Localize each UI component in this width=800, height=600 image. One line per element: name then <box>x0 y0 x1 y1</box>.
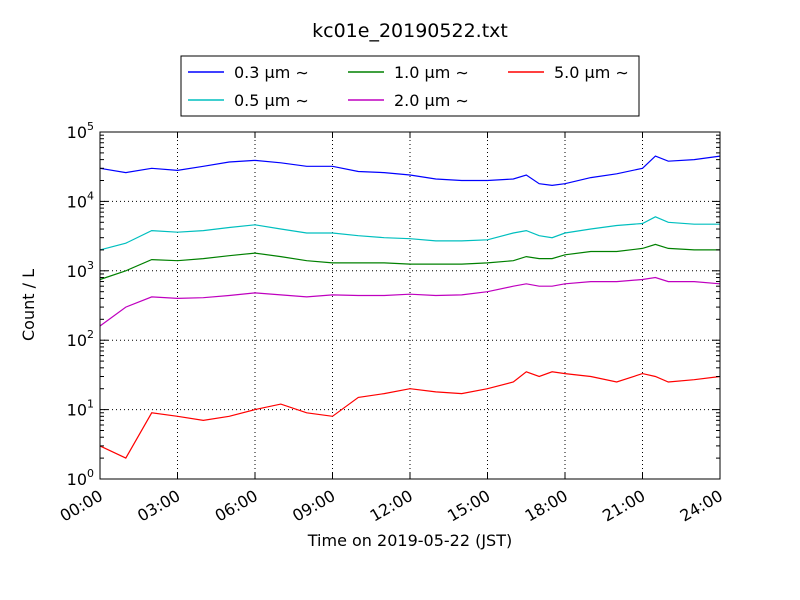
y-tick-label: 103 <box>67 259 94 281</box>
series-line-3 <box>99 276 721 327</box>
y-tick-label: 105 <box>67 120 94 142</box>
x-axis-label: Time on 2019-05-22 (JST) <box>307 531 512 550</box>
legend-label-1: 0.5 µm ∼ <box>234 91 309 110</box>
y-tick-label: 100 <box>67 467 94 489</box>
legend-label-4: 5.0 µm ∼ <box>554 63 629 82</box>
y-axis-label: Count / L <box>19 269 38 341</box>
grid-layer <box>100 132 720 479</box>
legend-entries: 0.3 µm ∼ 1.0 µm ∼ 5.0 µm ∼ 0.5 µm ∼ 2.0 µm ∼ <box>188 63 629 110</box>
chart-title: kc01e_20190522.txt <box>312 20 508 42</box>
series-line-4 <box>99 371 721 459</box>
series-line-1 <box>99 216 720 251</box>
legend-label-3: 2.0 µm ∼ <box>394 91 469 110</box>
y-tick-labels: 100 101 102 103 104 105 <box>67 120 94 489</box>
y-tick-label: 102 <box>67 328 94 350</box>
legend: 0.3 µm ∼ 1.0 µm ∼ 5.0 µm ∼ 0.5 µm ∼ 2.0 µm ∼ <box>180 55 640 117</box>
series-line-0 <box>99 155 721 187</box>
y-tick-label: 101 <box>67 398 94 420</box>
y-tick-label: 104 <box>67 189 94 211</box>
tick-layer <box>99 131 721 480</box>
series-line-2 <box>99 243 720 281</box>
series-layer <box>99 155 721 459</box>
legend-label-2: 1.0 µm ∼ <box>394 63 469 82</box>
legend-box <box>180 55 640 117</box>
legend-label-0: 0.3 µm ∼ <box>234 63 309 82</box>
